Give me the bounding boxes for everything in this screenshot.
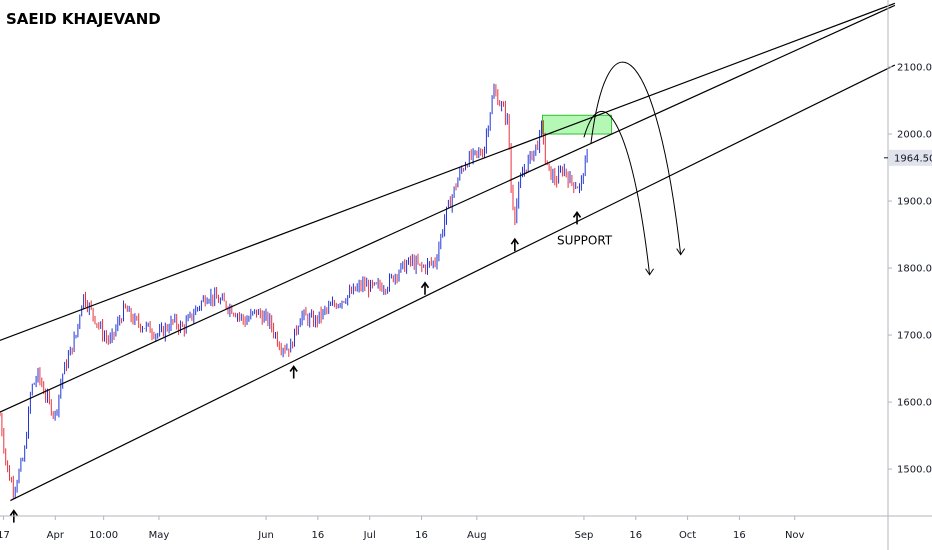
x-tick-label-6: Jul (363, 530, 376, 541)
x-tick-label-11: Oct (679, 530, 696, 541)
x-tick-label-1: Apr (47, 530, 65, 541)
support-arrowhead-3 (510, 237, 519, 245)
support-arrowhead-4 (572, 210, 582, 218)
y-tick-label-1: 1600.00 (897, 398, 932, 409)
channel-lines-layer (0, 2, 896, 502)
x-tick-label-12: 16 (733, 530, 746, 541)
resistance-zone (541, 114, 613, 135)
x-tick-label-13: Nov (785, 530, 805, 541)
support-arrowhead-0 (9, 509, 18, 517)
x-tick-label-7: 16 (415, 530, 428, 541)
chart-title: SAEID KHAJEVAND (6, 10, 161, 28)
projection-arrowhead-1 (645, 268, 655, 276)
last-price-box (889, 149, 932, 166)
channel-line-1 (0, 4, 896, 413)
projection-curve-1 (583, 110, 651, 275)
x-tick-label-9: Sep (575, 530, 594, 541)
x-tick-label-5: 16 (312, 530, 325, 541)
resistance-zone-layer (541, 114, 613, 135)
x-tick-label-0: 17 (0, 530, 10, 541)
projection-arrowhead-0 (676, 248, 686, 256)
support-arrowhead-2 (420, 281, 430, 289)
y-tick-label-2: 1700.00 (897, 331, 932, 342)
channel-line-0 (0, 2, 896, 341)
last-price-label: 1964.50 (894, 153, 932, 164)
x-tick-label-2: 10:00 (89, 530, 118, 541)
y-tick-label-0: 1500.00 (897, 465, 932, 476)
y-tick-label-5: 2000.00 (897, 130, 932, 141)
y-tick-label-6: 2100.00 (897, 63, 932, 74)
x-tick-label-8: Aug (467, 530, 487, 541)
channel-line-2 (10, 64, 896, 502)
projection-layer (583, 61, 686, 276)
x-tick-label-10: 16 (629, 530, 642, 541)
x-tick-label-4: Jun (257, 530, 274, 541)
x-tick-label-3: May (149, 530, 170, 541)
projection-curve-0 (590, 61, 682, 255)
support-arrowhead-1 (289, 365, 298, 372)
y-tick-label-3: 1800.00 (897, 264, 932, 275)
support-markers-layer (9, 210, 582, 523)
support-annotation: SUPPORT (557, 233, 613, 247)
y-tick-label-4: 1900.00 (897, 197, 932, 208)
